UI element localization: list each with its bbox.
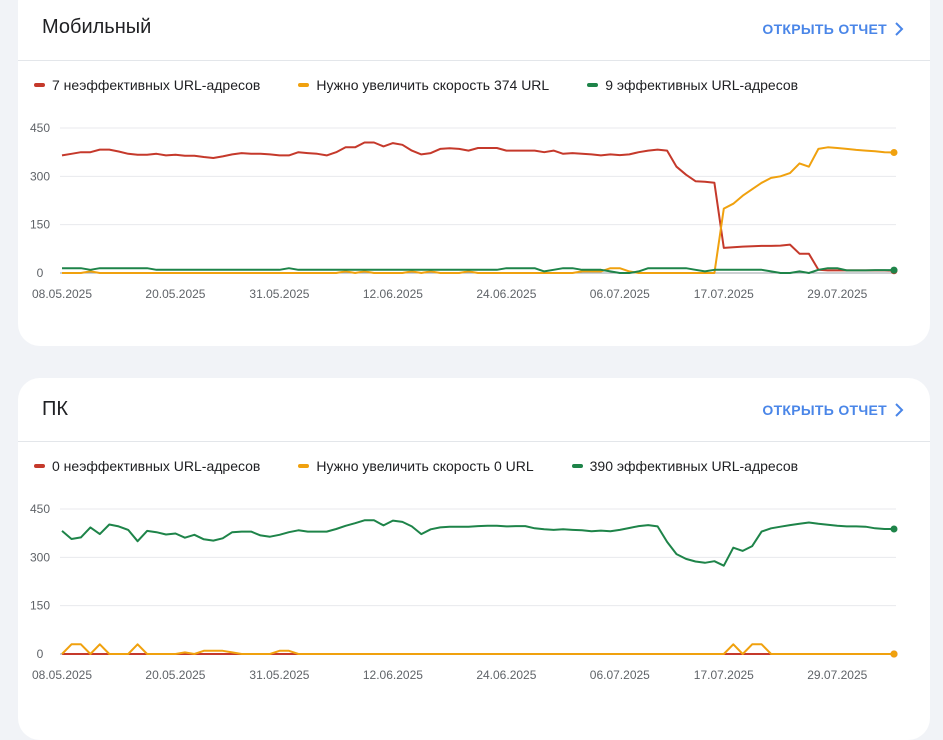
x-tick-label: 08.05.2025 xyxy=(32,287,92,301)
y-tick-label: 300 xyxy=(30,169,50,183)
x-tick-label: 06.07.2025 xyxy=(590,668,650,682)
series-line-2 xyxy=(62,146,895,274)
series-line-2 xyxy=(61,643,894,655)
x-tick-label: 31.05.2025 xyxy=(249,668,309,682)
series-line-3 xyxy=(62,267,894,274)
y-tick-label: 450 xyxy=(30,502,50,516)
gridlines xyxy=(60,127,896,274)
x-tick-label: 17.07.2025 xyxy=(694,668,754,682)
y-tick-label: 0 xyxy=(37,647,44,661)
legend-label: Нужно увеличить скорость 0 URL xyxy=(316,458,534,474)
pc-chart[interactable]: 0 150 300 450 08.05.2025 20.05.2025 31.05.2025… xyxy=(18,493,930,708)
mobile-card: Мобильный ОТКРЫТЬ ОТЧЕТ 7 неэффективных … xyxy=(18,0,930,346)
x-tick-label: 24.06.2025 xyxy=(476,668,536,682)
legend-swatch xyxy=(298,83,310,87)
mobile-legend: 7 неэффективных URL-адресов Нужно увелич… xyxy=(34,77,836,93)
gridlines xyxy=(60,508,896,655)
x-tick-label: 17.07.2025 xyxy=(694,287,754,301)
series-end-point-2 xyxy=(890,650,898,658)
x-tick-label: 06.07.2025 xyxy=(590,287,650,301)
pc-card: ПК ОТКРЫТЬ ОТЧЕТ 0 неэффективных URL-адр… xyxy=(18,378,930,740)
legend-label: Нужно увеличить скорость 374 URL xyxy=(316,77,550,93)
mobile-chart[interactable]: 0 150 300 450 08.05.2025 20.05.2025 31.05.2025… xyxy=(18,112,930,327)
mobile-legend-poor[interactable]: 7 неэффективных URL-адресов xyxy=(34,77,260,93)
mobile-open-report-link[interactable]: ОТКРЫТЬ ОТЧЕТ xyxy=(762,21,904,37)
pc-card-title: ПК xyxy=(42,398,69,420)
pc-legend: 0 неэффективных URL-адресов Нужно увелич… xyxy=(34,458,836,474)
series-end-point-3 xyxy=(890,266,898,274)
series-line-1 xyxy=(61,141,895,272)
pc-legend-good[interactable]: 390 эффективных URL-адресов xyxy=(571,458,799,474)
series-line-3 xyxy=(61,519,894,567)
y-tick-label: 0 xyxy=(37,266,44,280)
x-tick-label: 20.05.2025 xyxy=(145,668,205,682)
mobile-card-title: Мобильный xyxy=(42,16,152,38)
mobile-legend-good[interactable]: 9 эффективных URL-адресов xyxy=(587,77,798,93)
mobile-open-report-label: ОТКРЫТЬ ОТЧЕТ xyxy=(762,21,887,37)
legend-label: 9 эффективных URL-адресов xyxy=(605,77,799,93)
legend-label: 390 эффективных URL-адресов xyxy=(589,458,799,474)
legend-label: 7 неэффективных URL-адресов xyxy=(52,77,261,93)
x-tick-label: 20.05.2025 xyxy=(145,287,205,301)
x-tick-label: 12.06.2025 xyxy=(363,287,423,301)
y-tick-label: 150 xyxy=(30,599,50,613)
series-end-point-2 xyxy=(890,148,898,156)
pc-card-header: ПК ОТКРЫТЬ ОТЧЕТ xyxy=(18,378,930,442)
legend-swatch xyxy=(571,464,583,468)
mobile-legend-needs-improvement[interactable]: Нужно увеличить скорость 374 URL xyxy=(298,77,549,93)
x-tick-label: 24.06.2025 xyxy=(476,287,536,301)
y-tick-label: 300 xyxy=(30,550,50,564)
x-tick-label: 12.06.2025 xyxy=(363,668,423,682)
y-tick-label: 150 xyxy=(30,218,50,232)
legend-label: 0 неэффективных URL-адресов xyxy=(52,458,261,474)
x-tick-label: 29.07.2025 xyxy=(807,287,867,301)
legend-swatch xyxy=(298,464,310,468)
series-end-point-3 xyxy=(890,525,898,533)
x-tick-label: 08.05.2025 xyxy=(32,668,92,682)
legend-swatch xyxy=(34,464,45,468)
chevron-right-icon xyxy=(895,403,904,417)
x-tick-label: 29.07.2025 xyxy=(807,668,867,682)
y-tick-label: 450 xyxy=(30,121,50,135)
pc-open-report-label: ОТКРЫТЬ ОТЧЕТ xyxy=(762,402,887,418)
mobile-card-header: Мобильный ОТКРЫТЬ ОТЧЕТ xyxy=(18,0,930,61)
legend-swatch xyxy=(587,83,599,87)
pc-legend-needs-improvement[interactable]: Нужно увеличить скорость 0 URL xyxy=(298,458,534,474)
chevron-right-icon xyxy=(895,22,904,36)
pc-legend-poor[interactable]: 0 неэффективных URL-адресов xyxy=(34,458,260,474)
x-tick-label: 31.05.2025 xyxy=(249,287,309,301)
pc-open-report-link[interactable]: ОТКРЫТЬ ОТЧЕТ xyxy=(762,402,904,418)
legend-swatch xyxy=(34,83,45,87)
